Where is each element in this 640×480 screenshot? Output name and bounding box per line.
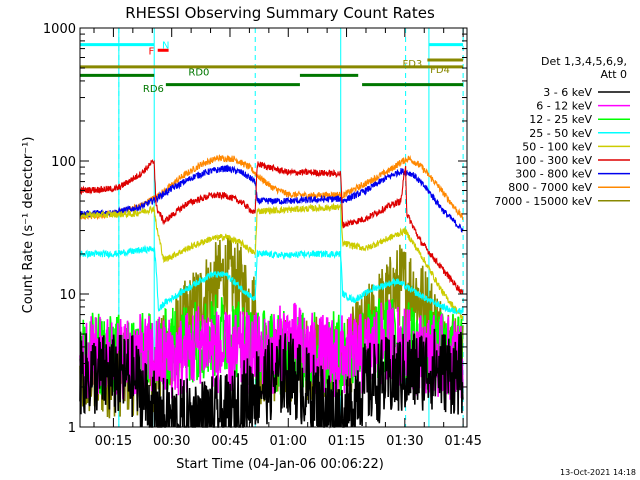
legend-label-7: 800 - 7000 keV	[508, 181, 592, 194]
legend-title-line2: Att 0	[601, 68, 627, 81]
y-axis-label: Count Rate (s⁻¹ detector⁻¹)	[21, 137, 36, 314]
flag-label-rd0: RD0	[188, 68, 209, 79]
legend-label-5: 100 - 300 keV	[515, 154, 592, 167]
y-tick-label-3: 1000	[43, 22, 76, 37]
x-tick-label-4: 01:15	[328, 434, 365, 449]
axes: 1 10 100 1000 00:15 00:30 00:45 01:00 01:15 01:30…	[43, 22, 482, 449]
legend-label-6: 300 - 800 keV	[515, 168, 592, 181]
series-line-25-50-kev	[79, 244, 464, 315]
legend-label-3: 25 - 50 keV	[529, 127, 592, 140]
x-tick-label-3: 01:00	[270, 434, 307, 449]
series-line-3-6-kev	[79, 328, 464, 429]
y-tick-label-2: 100	[51, 155, 76, 170]
plot-area: NF FD3 FD4 RD0 RD6	[79, 28, 464, 429]
y-tick-label-1: 10	[59, 288, 76, 303]
x-tick-label-0: 00:15	[95, 434, 132, 449]
legend-label-0: 3 - 6 keV	[543, 86, 592, 99]
x-tick-label-5: 01:30	[386, 434, 423, 449]
chart-title: RHESSI Observing Summary Count Rates	[125, 4, 435, 22]
legend-label-4: 50 - 100 keV	[522, 140, 592, 153]
flag-label-f: F	[148, 46, 154, 57]
legend-label-2: 12 - 25 keV	[529, 113, 592, 126]
series-line-300-800-kev	[79, 164, 464, 233]
flag-label-n: N	[162, 41, 169, 52]
series-line-100-300-kev	[79, 159, 464, 295]
x-tick-label-6: 01:45	[444, 434, 481, 449]
y-tick-label-0: 1	[68, 421, 76, 436]
flag-label-fd4: FD4	[430, 65, 450, 76]
legend-label-1: 6 - 12 keV	[536, 100, 592, 113]
legend-label-8: 7000 - 15000 keV	[494, 195, 592, 208]
timestamp: 13-Oct-2021 14:18	[560, 468, 636, 477]
plot-frame	[79, 27, 468, 428]
flag-label-fd3: FD3	[402, 59, 422, 70]
flag-label-rd6: RD6	[143, 84, 164, 95]
x-axis-label: Start Time (04-Jan-06 00:06:22)	[176, 457, 384, 472]
x-tick-label-2: 00:45	[211, 434, 248, 449]
x-tick-label-1: 00:30	[153, 434, 190, 449]
legend-title-line1: Det 1,3,4,5,6,9,	[541, 55, 627, 68]
series-line-50-100-kev	[79, 202, 464, 321]
